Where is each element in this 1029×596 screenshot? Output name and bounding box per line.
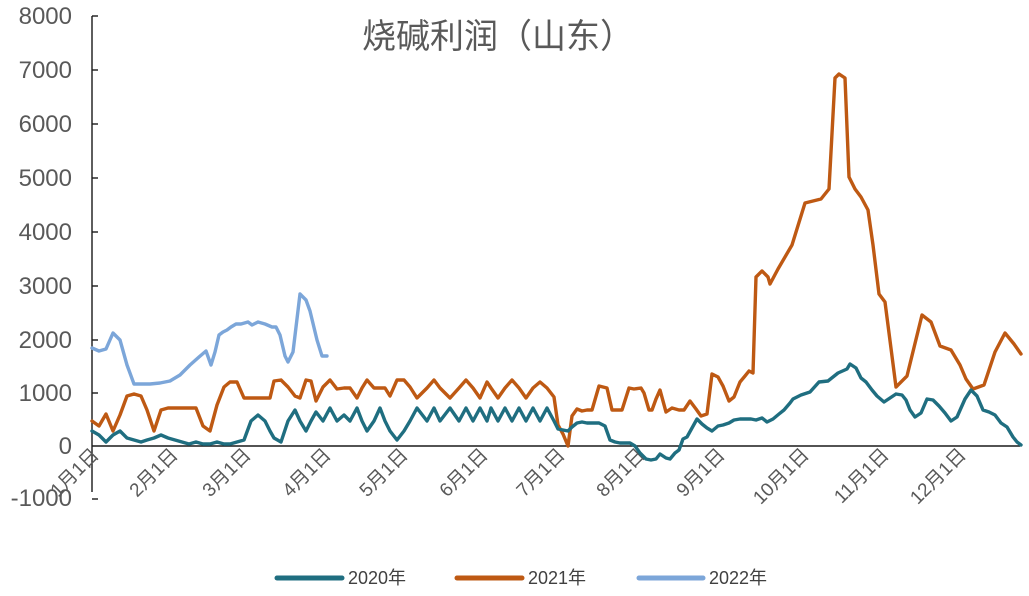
- svg-text:3000: 3000: [19, 273, 72, 300]
- svg-text:1000: 1000: [19, 380, 72, 407]
- svg-text:6000: 6000: [19, 111, 72, 138]
- svg-text:7000: 7000: [19, 57, 72, 84]
- svg-text:2000: 2000: [19, 327, 72, 354]
- svg-text:5000: 5000: [19, 165, 72, 192]
- svg-text:2021年: 2021年: [528, 568, 586, 588]
- svg-text:2022年: 2022年: [709, 568, 767, 588]
- svg-text:4000: 4000: [19, 219, 72, 246]
- svg-text:2020年: 2020年: [348, 568, 406, 588]
- svg-text:0: 0: [59, 433, 72, 460]
- svg-text:烧碱利润（山东）: 烧碱利润（山东）: [362, 18, 634, 56]
- svg-text:8000: 8000: [19, 3, 72, 30]
